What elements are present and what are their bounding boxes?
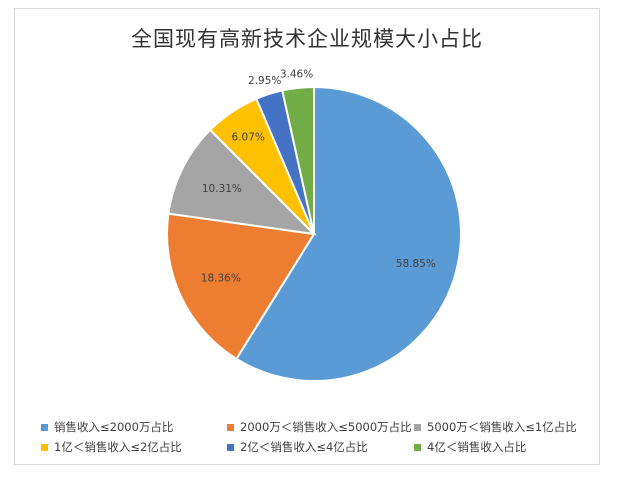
legend: 销售收入≤2000万占比 2000万＜销售收入≤5000万占比 5000万＜销售… — [41, 417, 591, 457]
legend-swatch — [227, 423, 234, 431]
data-label: 18.36% — [201, 273, 241, 285]
chart-frame: 全国现有高新技术企业规模大小占比 58.85% 18.36% 10.31% 6.07%… — [14, 8, 600, 465]
legend-item: 2000万＜销售收入≤5000万占比 — [227, 419, 414, 435]
data-label: 58.85% — [396, 258, 436, 270]
data-label: 6.07% — [232, 132, 265, 144]
legend-item: 4亿＜销售收入占比 — [414, 439, 584, 455]
legend-label: 4亿＜销售收入占比 — [427, 440, 527, 454]
legend-label: 2000万＜销售收入≤5000万占比 — [240, 420, 412, 434]
data-label: 2.95% — [248, 75, 281, 87]
legend-item: 销售收入≤2000万占比 — [41, 419, 227, 435]
data-label: 3.46% — [280, 68, 313, 80]
pie-slice — [281, 85, 315, 235]
legend-label: 2亿＜销售收入≤4亿占比 — [240, 440, 368, 454]
legend-item: 2亿＜销售收入≤4亿占比 — [227, 439, 414, 455]
legend-swatch — [41, 443, 48, 451]
legend-row-2: 1亿＜销售收入≤2亿占比 2亿＜销售收入≤4亿占比 4亿＜销售收入占比 — [41, 437, 591, 457]
legend-swatch — [414, 443, 421, 451]
legend-swatch — [41, 423, 48, 431]
pie-slice — [165, 212, 316, 361]
legend-item: 1亿＜销售收入≤2亿占比 — [41, 439, 227, 455]
pie-chart: 58.85% 18.36% 10.31% 6.07% 2.95%3.46% — [165, 68, 463, 382]
legend-swatch — [414, 423, 421, 431]
legend-label: 1亿＜销售收入≤2亿占比 — [54, 440, 182, 454]
chart-title: 全国现有高新技术企业规模大小占比 — [131, 27, 483, 51]
legend-label: 5000万＜销售收入≤1亿占比 — [427, 420, 577, 434]
pie-slice — [235, 85, 463, 382]
legend-item: 5000万＜销售收入≤1亿占比 — [414, 419, 584, 435]
legend-label: 销售收入≤2000万占比 — [54, 420, 174, 434]
pie-slice — [167, 128, 317, 236]
data-label: 10.31% — [202, 183, 242, 195]
legend-swatch — [227, 443, 234, 451]
legend-row-1: 销售收入≤2000万占比 2000万＜销售收入≤5000万占比 5000万＜销售… — [41, 417, 591, 437]
